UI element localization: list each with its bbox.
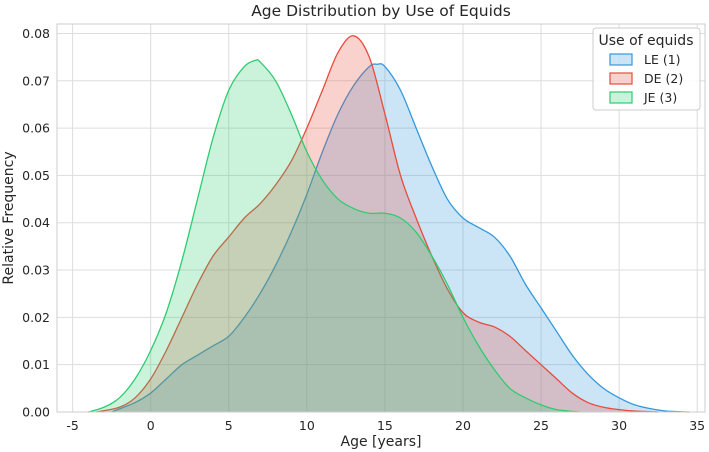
y-tick-label: 0.01 bbox=[22, 357, 50, 372]
legend-label: DE (2) bbox=[644, 71, 683, 86]
x-tick-label: 5 bbox=[225, 418, 233, 433]
y-tick-label: 0.05 bbox=[22, 168, 50, 183]
x-tick-labels: -5 0 5 10 15 20 25 30 35 bbox=[66, 418, 705, 433]
legend-frame bbox=[592, 27, 701, 111]
y-tick-label: 0.03 bbox=[22, 263, 50, 278]
x-tick-label: 10 bbox=[299, 418, 315, 433]
y-tick-label: 0.02 bbox=[22, 310, 50, 325]
x-axis-label: Age [years] bbox=[341, 434, 422, 450]
legend-title: Use of equids bbox=[599, 33, 694, 49]
y-tick-label: 0.00 bbox=[22, 405, 50, 420]
legend: Use of equids LE (1) DE (2) JE (3) bbox=[592, 27, 701, 111]
density-line-de bbox=[95, 35, 659, 413]
legend-swatch bbox=[609, 72, 633, 85]
x-tick-label: 35 bbox=[689, 418, 705, 433]
density-fill-de bbox=[96, 35, 659, 413]
density-line-le bbox=[111, 63, 690, 413]
x-tick-label: 15 bbox=[377, 418, 393, 433]
y-axis-label: Relative Frequency bbox=[1, 151, 17, 284]
plot-frame bbox=[56, 23, 706, 413]
y-tick-label: 0.06 bbox=[22, 121, 50, 136]
y-tick-labels: 0.00 0.01 0.02 0.03 0.04 0.05 0.06 0.07 0.08 bbox=[22, 26, 50, 420]
x-tick-label: 25 bbox=[533, 418, 549, 433]
y-tick-label: 0.08 bbox=[22, 26, 50, 41]
legend-swatch bbox=[609, 91, 633, 104]
legend-swatch bbox=[609, 53, 633, 66]
legend-label: JE (3) bbox=[643, 90, 677, 105]
x-tick-label: 30 bbox=[611, 418, 627, 433]
density-areas bbox=[88, 35, 690, 413]
density-fill-le bbox=[111, 63, 690, 413]
y-tick-label: 0.07 bbox=[22, 73, 50, 88]
legend-label: LE (1) bbox=[644, 52, 681, 67]
density-line-je bbox=[88, 58, 581, 413]
x-tick-label: 20 bbox=[455, 418, 471, 433]
x-tick-label: 0 bbox=[147, 418, 155, 433]
x-tick-label: -5 bbox=[66, 418, 78, 433]
chart-title: Age Distribution by Use of Equids bbox=[251, 2, 511, 20]
density-fill-je bbox=[88, 59, 581, 413]
y-tick-label: 0.04 bbox=[22, 215, 50, 230]
